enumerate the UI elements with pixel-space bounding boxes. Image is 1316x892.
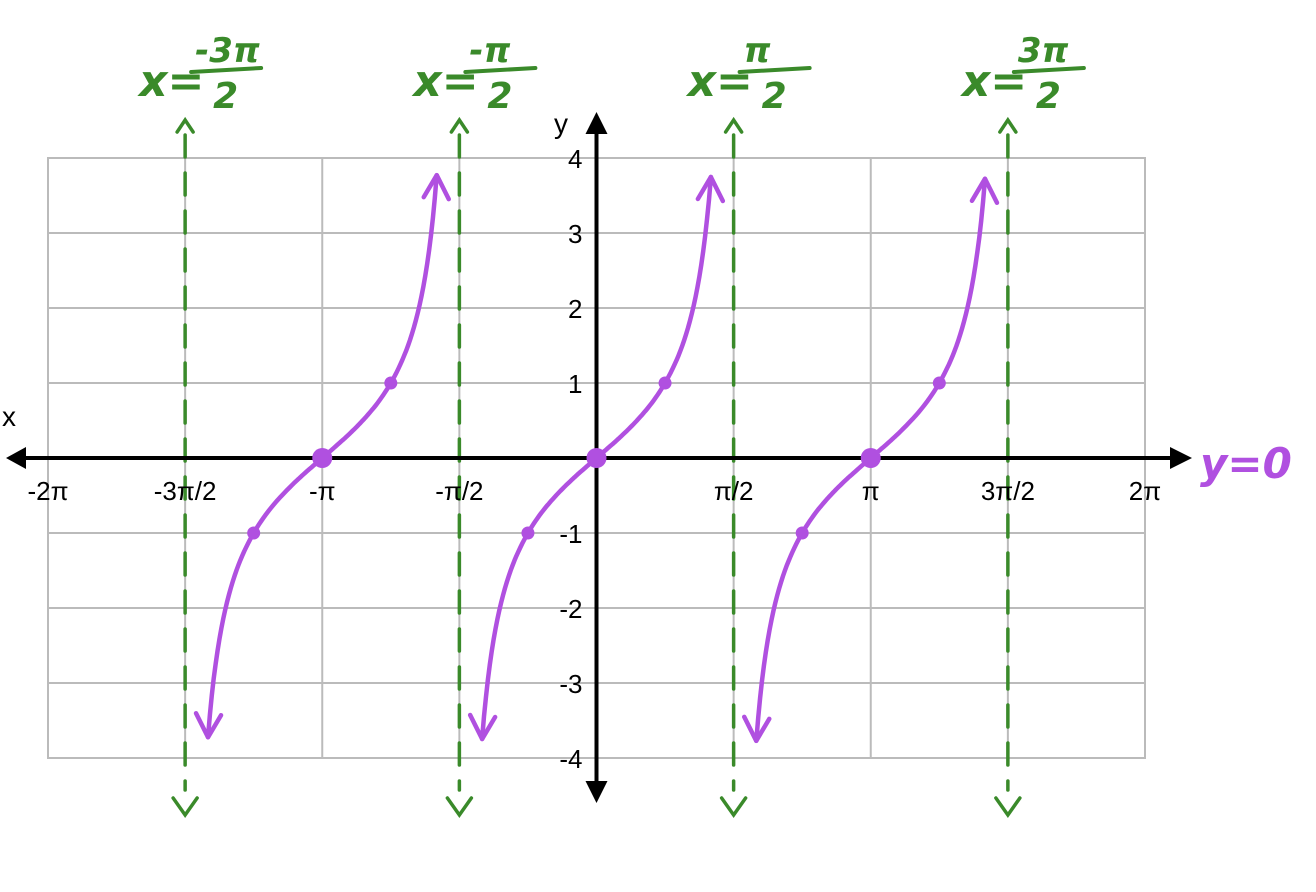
tick-labels: -2π -3π/2 -π -π/2 π/2 π 3π/2 2π 4 3 2 1 -1 -2 -3 -4 — [27, 144, 1161, 774]
asymptote-arrow-down-icon — [994, 796, 1022, 819]
asymptote-arrow-down-icon — [719, 796, 748, 819]
asymptote-label-fraction-bar — [1011, 66, 1086, 74]
asymptote-label-numerator: 3π — [1018, 31, 1069, 71]
asymptote-label-denominator: 2 — [762, 76, 787, 117]
key-points — [247, 376, 946, 540]
asymptote-arrow-up-icon — [998, 116, 1018, 134]
y-tick-label: -1 — [559, 519, 582, 549]
y-tick-label: -4 — [559, 744, 582, 774]
asymptote-label-lhs: x= — [411, 56, 478, 107]
branch-arrow-down-icon — [193, 710, 224, 740]
key-point — [521, 526, 535, 540]
x-axis-label: x — [2, 401, 16, 432]
x-axis-arrow-right-icon — [1170, 447, 1192, 469]
y-axis-label: y — [554, 108, 568, 139]
asymptote-label-fraction-bar — [463, 66, 538, 74]
asymptote-arrow-down-icon — [445, 796, 474, 819]
asymptote-arrow-up-icon — [175, 116, 195, 134]
branch-arrow-up-icon — [969, 176, 1000, 206]
key-point — [247, 526, 261, 540]
zero-point — [312, 448, 333, 468]
branch-arrow-down-icon — [742, 714, 772, 744]
key-point — [384, 376, 398, 390]
branch-arrow-down-icon — [467, 712, 498, 742]
x-tick-label: 3π/2 — [981, 476, 1035, 506]
x-tick-label: -2π — [27, 476, 68, 506]
asymptote-label-numerator: -π — [469, 31, 510, 71]
vertical-asymptotes: x=-3π2 x=-π2 x=π2 x=3π2 — [137, 31, 1086, 819]
key-point — [932, 376, 946, 390]
y-tick-label: 4 — [568, 144, 582, 174]
annotations: x y y=0 — [2, 108, 1292, 488]
x-tick-label: -π/2 — [435, 476, 483, 506]
key-point — [795, 526, 809, 540]
zero-point — [860, 448, 881, 468]
y-tick-label: -2 — [559, 594, 582, 624]
x-tick-label: π/2 — [714, 476, 754, 506]
x-tick-label: π — [862, 476, 880, 506]
x-tick-label: -3π/2 — [154, 476, 217, 506]
key-point — [658, 376, 672, 390]
asymptote-label-denominator: 2 — [487, 76, 512, 117]
y-axis-arrow-down-icon — [585, 781, 608, 803]
asymptote-label-denominator: 2 — [1036, 76, 1061, 117]
y-tick-label: 3 — [568, 219, 582, 249]
x-axis-arrow-left-icon — [6, 447, 26, 469]
y-tick-label: 2 — [568, 294, 582, 324]
asymptote-label-lhs: x= — [960, 56, 1027, 107]
asymptote-label-fraction-bar — [737, 66, 812, 74]
y-axis-arrow-up-icon — [585, 112, 608, 134]
y-tick-label: 1 — [568, 369, 582, 399]
x-tick-label: 2π — [1129, 476, 1161, 506]
asymptote-label-numerator: π — [744, 31, 771, 71]
asymptote-label-lhs: x= — [686, 56, 753, 107]
asymptote-label-lhs: x= — [137, 56, 204, 107]
asymptote-arrow-down-icon — [171, 796, 199, 819]
x-tick-label: -π — [309, 476, 336, 506]
branch-arrow-up-icon — [421, 172, 451, 202]
zero-point — [586, 448, 607, 468]
asymptote-arrow-up-icon — [449, 116, 470, 134]
asymptote-label-numerator: -3π — [195, 31, 260, 71]
asymptote-label-fraction-bar — [189, 66, 264, 74]
asymptote-arrow-up-icon — [723, 116, 744, 134]
y-tick-label: -3 — [559, 669, 582, 699]
asymptote-label-denominator: 2 — [213, 76, 238, 117]
branch-arrow-up-icon — [695, 174, 726, 204]
horizontal-asymptote-label: y=0 — [1200, 439, 1292, 488]
